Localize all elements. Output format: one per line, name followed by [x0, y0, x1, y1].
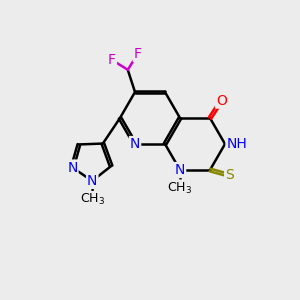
- Text: N: N: [87, 174, 98, 188]
- Text: CH$_3$: CH$_3$: [80, 192, 106, 207]
- Text: N: N: [130, 137, 140, 151]
- Text: NH: NH: [226, 137, 247, 151]
- Text: S: S: [225, 168, 234, 182]
- Text: N: N: [175, 163, 185, 177]
- Text: CH$_3$: CH$_3$: [167, 180, 193, 196]
- Text: F: F: [134, 47, 142, 61]
- Text: N: N: [67, 160, 77, 175]
- Text: O: O: [216, 94, 227, 108]
- Text: F: F: [108, 53, 116, 67]
